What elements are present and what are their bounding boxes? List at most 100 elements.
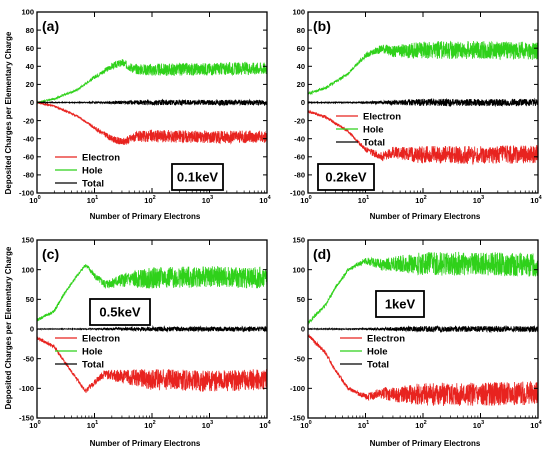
series-line-total	[308, 97, 538, 108]
legend-label-total: Total	[82, 360, 104, 371]
legend-label-total: Total	[82, 179, 104, 190]
y-tick-label: -40	[23, 134, 34, 143]
y-tick-label: 40	[297, 62, 305, 71]
energy-label: 0.2keV	[325, 170, 367, 185]
x-tick-exponent: 3	[210, 420, 213, 426]
x-tick-exponent: 3	[210, 195, 213, 201]
series-line-electron	[37, 100, 267, 145]
y-tick-label: 150	[21, 236, 34, 245]
legend-label-electron: Electron	[363, 112, 401, 123]
x-tick-label: 102	[415, 420, 426, 430]
energy-label-box	[375, 290, 425, 318]
x-axis-title-right-top: Number of Primary Electrons	[370, 212, 481, 221]
x-axis-title-left-bottom: Number of Primary Electrons	[90, 439, 201, 448]
y-tick-label: -100	[290, 384, 305, 393]
series-line-hole	[37, 59, 267, 105]
y-tick-label: 150	[292, 236, 305, 245]
y-tick-label: -20	[23, 116, 34, 125]
series-line-electron	[308, 109, 538, 166]
series-line-hole	[37, 264, 267, 322]
x-tick-label: 100	[300, 420, 311, 430]
panel-label: (a)	[42, 18, 59, 34]
legend-label-electron: Electron	[367, 334, 405, 345]
y-tick-label: -60	[294, 153, 305, 162]
panel-label: (b)	[313, 18, 331, 34]
legend-label-hole: Hole	[82, 347, 103, 358]
energy-label-box	[171, 163, 224, 191]
energy-label: 1keV	[385, 297, 416, 312]
y-tick-label: 80	[297, 26, 305, 35]
x-tick-exponent: 4	[539, 195, 543, 201]
panel-label: (c)	[42, 246, 59, 262]
x-tick-label: 103	[473, 195, 484, 205]
y-tick-label: -40	[294, 134, 305, 143]
x-tick-label: 104	[530, 195, 542, 205]
x-tick-label: 103	[202, 420, 213, 430]
y-tick-label: -150	[19, 414, 34, 423]
energy-label-box	[317, 163, 375, 191]
y-tick-label: -80	[294, 171, 305, 180]
x-tick-exponent: 4	[268, 420, 272, 426]
y-tick-label: 100	[292, 8, 305, 17]
legend-label-hole: Hole	[367, 347, 388, 358]
x-tick-label: 103	[473, 420, 484, 430]
series-line-total	[308, 325, 538, 334]
y-tick-label: 100	[21, 265, 34, 274]
series-line-hole	[308, 251, 538, 325]
y-tick-label: -100	[19, 384, 34, 393]
energy-label-box	[89, 298, 151, 326]
series-line-total	[37, 98, 267, 107]
x-tick-exponent: 3	[481, 420, 484, 426]
series-line-total	[37, 325, 267, 333]
x-tick-exponent: 0	[38, 420, 41, 426]
legend-label-electron: Electron	[82, 334, 120, 345]
x-tick-exponent: 1	[366, 420, 369, 426]
x-tick-exponent: 0	[38, 195, 41, 201]
x-axis-title-right-bottom: Number of Primary Electrons	[370, 439, 481, 448]
x-tick-label: 101	[358, 420, 369, 430]
y-tick-label: -50	[23, 354, 34, 363]
y-tick-label: 100	[292, 265, 305, 274]
legend-label-total: Total	[367, 360, 389, 371]
y-tick-label: -100	[19, 189, 34, 198]
x-tick-label: 101	[87, 195, 98, 205]
x-tick-exponent: 4	[539, 420, 543, 426]
x-tick-label: 104	[259, 195, 271, 205]
y-axis-title-bottom: Deposited Charges per Elementary Charge	[4, 246, 13, 409]
y-tick-label: 60	[26, 44, 34, 53]
x-tick-exponent: 1	[95, 420, 98, 426]
x-tick-exponent: 2	[153, 195, 156, 201]
y-tick-label: -100	[290, 189, 305, 198]
legend-label-hole: Hole	[363, 125, 384, 136]
x-tick-exponent: 2	[153, 420, 156, 426]
y-tick-label: 0	[301, 98, 305, 107]
y-tick-label: 100	[21, 8, 34, 17]
x-tick-label: 103	[202, 195, 213, 205]
y-tick-label: -80	[23, 171, 34, 180]
energy-label: 0.1keV	[177, 170, 219, 185]
series-line-hole	[308, 40, 538, 96]
panel-label: (d)	[313, 246, 331, 262]
y-tick-label: 20	[297, 80, 305, 89]
x-tick-label: 101	[87, 420, 98, 430]
y-tick-label: 20	[26, 80, 34, 89]
y-tick-label: 40	[26, 62, 34, 71]
x-tick-label: 101	[358, 195, 369, 205]
x-tick-label: 100	[29, 195, 40, 205]
x-tick-label: 100	[29, 420, 40, 430]
x-axis-title-left-top: Number of Primary Electrons	[90, 212, 201, 221]
y-tick-label: -20	[294, 116, 305, 125]
x-tick-exponent: 0	[309, 195, 312, 201]
y-tick-label: 60	[297, 44, 305, 53]
legend-label-total: Total	[363, 138, 385, 149]
y-tick-label: -60	[23, 153, 34, 162]
x-tick-label: 102	[144, 420, 155, 430]
x-tick-exponent: 1	[95, 195, 98, 201]
y-tick-label: 50	[26, 295, 34, 304]
y-tick-label: -150	[290, 414, 305, 423]
y-tick-label: 50	[297, 295, 305, 304]
x-tick-exponent: 4	[268, 195, 272, 201]
